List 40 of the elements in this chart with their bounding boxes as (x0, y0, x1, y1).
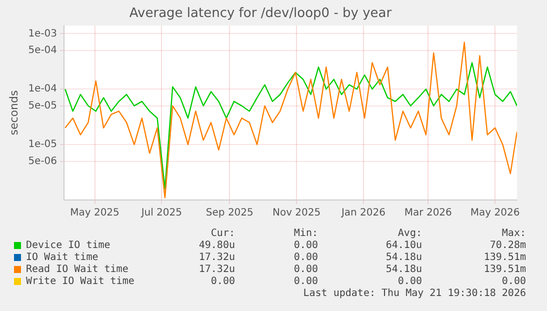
text: 54.18u (386, 264, 422, 275)
x-tick-label: Sep 2025 (206, 208, 254, 219)
legend-label: Read IO Wait time (26, 264, 128, 275)
y-tick-label: 1e-05 (28, 139, 58, 150)
text: 49.80u (198, 240, 235, 251)
legend-label: IO Wait time (26, 252, 98, 263)
chart-title: Average latency for /dev/loop0 - by year (129, 6, 392, 22)
x-tick-label: Jan 2026 (340, 208, 386, 219)
y-tick-label: 1e-04 (28, 84, 58, 95)
text: Cur: (210, 228, 235, 239)
y-tick-label: 5e-06 (28, 156, 58, 167)
text: Last update: Thu May 21 19:30:18 2026 (303, 288, 526, 299)
text: 0.00 (294, 276, 318, 287)
text: Max: (502, 228, 526, 239)
x-tick-label: Nov 2025 (272, 208, 321, 219)
text: Min: (294, 228, 318, 239)
x-tick-label: Mar 2026 (404, 208, 452, 219)
text: 64.10u (386, 240, 422, 251)
text: 17.32u (198, 252, 235, 263)
text: 54.18u (386, 252, 422, 263)
text: 139.51m (484, 264, 526, 275)
legend-label: Device IO time (26, 240, 110, 251)
text: 0.00 (398, 276, 422, 287)
text: 70.28m (490, 240, 526, 251)
x-tick-label: May 2025 (70, 208, 120, 219)
text: Avg: (398, 228, 422, 239)
text: 17.32u (198, 264, 235, 275)
text: 0.00 (294, 252, 318, 263)
text: 0.00 (294, 264, 318, 275)
text: 0.00 (294, 240, 318, 251)
legend-label: Write IO Wait time (26, 276, 134, 287)
y-axis-title: seconds (7, 90, 20, 136)
y-tick-label: 5e-05 (28, 100, 58, 112)
y-tick-label: 1e-03 (28, 28, 58, 40)
text: 0.00 (210, 276, 235, 287)
x-tick-label: May 2026 (470, 208, 520, 219)
x-tick-label: Jul 2025 (140, 208, 182, 219)
y-tick-label: 5e-04 (28, 44, 58, 56)
text: 139.51m (484, 252, 526, 263)
text: 0.00 (502, 276, 526, 287)
